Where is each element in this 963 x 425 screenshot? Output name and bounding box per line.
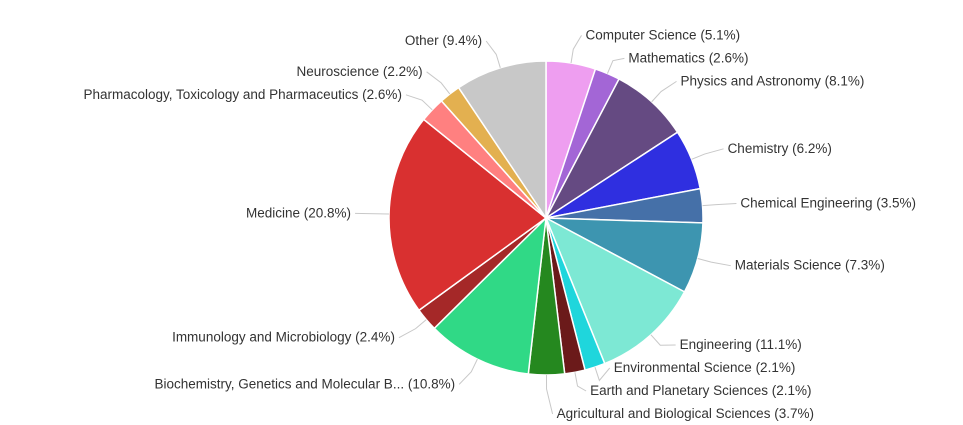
category-name: Chemical Engineering [740,195,872,210]
leader-line [398,319,427,339]
value-label: (11.1%) [755,337,801,352]
value-label: (2.1%) [756,360,796,375]
slice-label: Agricultural and Biological Sciences (3.… [557,406,814,421]
leader-line [697,257,731,267]
category-name: Earth and Planetary Sciences [590,383,768,398]
leader-line [606,57,625,74]
slice-label: Materials Science (7.3%) [735,257,885,272]
leader-line [405,94,433,111]
category-name: Environmental Science [614,360,752,375]
leader-line [458,358,478,385]
slice-label: Physics and Astronomy (8.1%) [681,73,865,88]
value-label: (5.1%) [700,27,740,42]
slice-label: Earth and Planetary Sciences (2.1%) [590,383,811,398]
category-name: Other [405,33,439,48]
category-name: Biochemistry, Genetics and Molecular B..… [154,376,404,391]
value-label: (2.6%) [362,86,402,101]
category-name: Computer Science [586,27,697,42]
category-name: Pharmacology, Toxicology and Pharmaceuti… [84,86,359,101]
slice-label: Computer Science (5.1%) [586,27,741,42]
leader-line [691,148,724,160]
slice-label: Neuroscience (2.2%) [297,63,423,78]
value-label: (6.2%) [792,140,832,155]
value-label: (7.3%) [845,257,885,272]
leader-line [651,80,677,103]
value-label: (2.6%) [709,50,749,65]
leader-line [702,202,737,207]
slice-label: Engineering (11.1%) [680,337,802,352]
category-name: Neuroscience [297,63,380,78]
category-name: Medicine [246,205,300,220]
category-name: Mathematics [628,50,705,65]
value-label: (10.8%) [408,376,455,391]
value-label: (8.1%) [825,73,865,88]
pie-slice [457,60,547,221]
pie-slice [433,215,547,375]
value-label: (2.4%) [355,329,395,344]
slice-label: Medicine (20.8%) [246,205,351,220]
category-name: Immunology and Microbiology [172,329,352,344]
slice-label: Other (9.4%) [405,33,482,48]
category-name: Physics and Astronomy [681,73,822,88]
category-name: Engineering [680,337,752,352]
category-name: Chemistry [728,140,789,155]
slice-label: Pharmacology, Toxicology and Pharmaceuti… [84,86,402,101]
slice-label: Immunology and Microbiology (2.4%) [172,329,395,344]
pie-slice [544,216,686,365]
category-name: Materials Science [735,257,842,272]
leader-line [485,40,501,68]
slice-label: Chemical Engineering (3.5%) [740,195,916,210]
value-label: (2.1%) [772,383,812,398]
slice-label: Chemistry (6.2%) [728,140,832,155]
value-label: (20.8%) [304,205,351,220]
slice-label: Environmental Science (2.1%) [614,360,796,375]
value-label: (3.7%) [774,406,814,421]
leader-line [594,367,611,382]
leader-line [650,334,676,346]
slice-label: Mathematics (2.6%) [628,50,748,65]
leader-line [570,35,582,64]
leader-line [355,212,390,215]
value-label: (9.4%) [442,33,482,48]
leader-line [545,374,554,415]
slice-label: Biochemistry, Genetics and Molecular B..… [154,376,455,391]
leader-line [426,71,451,95]
category-name: Agricultural and Biological Sciences [557,406,771,421]
value-label: (3.5%) [876,195,916,210]
value-label: (2.2%) [383,63,423,78]
leader-line [574,372,587,392]
